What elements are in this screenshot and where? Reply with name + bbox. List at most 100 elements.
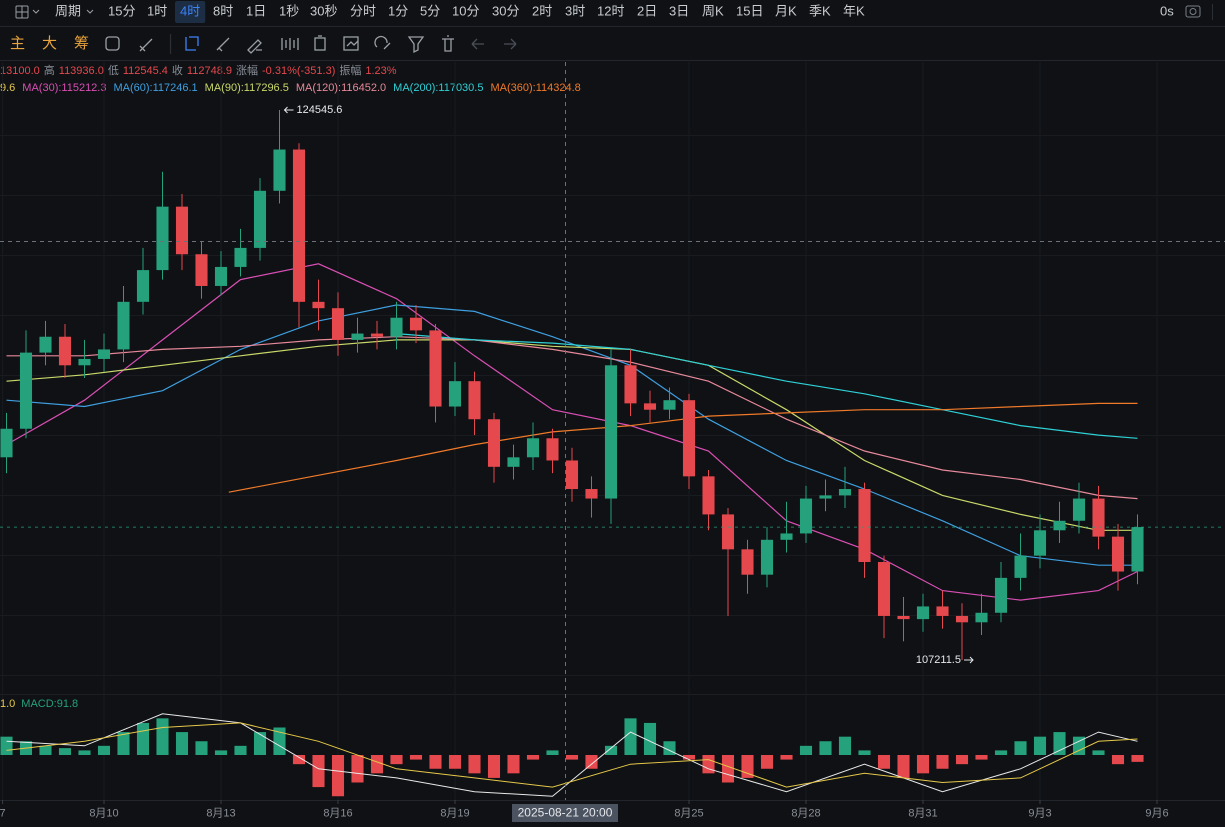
candle-body [643, 403, 657, 410]
moving-average-line [6, 304, 1138, 566]
period-option[interactable]: 12时 [597, 3, 624, 18]
macd-bar [994, 750, 1008, 755]
ohlc-field: 112748.9 [187, 65, 232, 77]
period-option[interactable]: 周K [702, 3, 724, 18]
macd-bar [1111, 755, 1125, 765]
indicator-toggle[interactable]: 筹 [74, 35, 89, 52]
macd-bar [702, 755, 715, 774]
x-tick-label: 8月28 [791, 807, 820, 819]
candle-body [292, 149, 306, 302]
x-tick-label: 8月31 [908, 807, 937, 819]
ohlc-field: 收 [172, 63, 183, 77]
candle-body [507, 457, 520, 467]
x-tick-label: 8月25 [674, 807, 703, 819]
candle-body [682, 400, 696, 477]
macd-bar [546, 750, 559, 755]
indicator-list: 主大筹 [10, 35, 89, 52]
ma-legend-item: MA(120):116452.0 [296, 82, 386, 94]
camera-icon[interactable] [1185, 5, 1201, 18]
period-option[interactable]: 季K [809, 3, 831, 18]
period-option[interactable]: 年K [843, 3, 865, 18]
macd-bar [331, 755, 345, 797]
period-option[interactable]: 8时 [213, 3, 233, 18]
tool-icons[interactable] [105, 34, 517, 54]
candle-body [721, 514, 735, 550]
ma-legend-item: 9.6 [0, 82, 15, 94]
period-option[interactable]: 月K [775, 3, 797, 18]
candle-body [526, 438, 540, 458]
macd-bar [351, 755, 364, 783]
macd-bar [799, 745, 813, 755]
ohlc-field: 1.23% [365, 65, 396, 77]
macd-bar [234, 745, 247, 755]
candle-body [19, 352, 33, 429]
period-option[interactable]: 分时 [350, 3, 376, 18]
macd-bar [429, 755, 442, 769]
ohlc-field: 低 [108, 64, 119, 77]
macd-line [6, 722, 1138, 788]
period-menu[interactable]: 周期 [55, 3, 81, 18]
macd-bar [390, 755, 403, 765]
period-selected-bg [175, 1, 206, 23]
ohlc-field: -0.31%(-351.3) [262, 65, 335, 77]
high-annotation: 124545.6 [296, 104, 342, 116]
ohlc-field: 高 [44, 63, 55, 77]
macd-bar [0, 736, 13, 755]
macd-bar [1131, 755, 1144, 762]
macd-bar [604, 745, 618, 755]
period-option[interactable]: 1日 [246, 3, 266, 18]
period-option[interactable]: 30秒 [310, 3, 337, 18]
layout-icon[interactable] [15, 5, 40, 19]
candle-body [819, 495, 832, 499]
macd-bar [156, 718, 169, 755]
period-option[interactable]: 15分 [108, 3, 135, 18]
macd-bar [214, 750, 228, 755]
candle-body [936, 606, 949, 616]
moving-average-line [228, 402, 1138, 493]
period-option[interactable]: 2时 [532, 3, 552, 18]
macd-bar [721, 755, 735, 783]
period-option[interactable]: 1秒 [279, 3, 299, 18]
moving-average-line [6, 339, 1138, 531]
period-option[interactable]: 3时 [565, 3, 585, 18]
period-option[interactable]: 15日 [736, 3, 763, 18]
period-option[interactable]: 5分 [420, 3, 440, 18]
macd-bar [643, 722, 657, 755]
arrow [964, 656, 974, 664]
candle-body [468, 381, 481, 420]
crosshair-label-box [512, 804, 618, 822]
period-option[interactable]: 4时 [180, 3, 200, 18]
candle-body [780, 533, 793, 540]
candle-body [175, 206, 189, 255]
ohlc-field: 13100.0 [0, 65, 40, 77]
macd-bar [409, 755, 423, 760]
plot: 124545.6 107211.5 [0, 104, 1225, 666]
ma-legend-item: MA(360):114324.8 [490, 82, 580, 94]
period-option[interactable]: 1时 [147, 3, 167, 18]
period-option[interactable]: 10分 [452, 3, 479, 18]
period-option[interactable]: 1分 [388, 3, 408, 18]
indicator-toggle[interactable]: 大 [42, 35, 57, 52]
candle-body [702, 476, 715, 515]
candle-body [273, 149, 286, 191]
macd-bar [97, 745, 111, 755]
candle-body [97, 349, 111, 359]
period-option[interactable]: 2日 [637, 3, 657, 18]
candle-body [331, 308, 345, 340]
period-option[interactable]: 3日 [669, 3, 689, 18]
macd-bar [1092, 750, 1105, 755]
info-row: 13100.0 高 113936.0 低 112545.4 收 112748.9 涨幅 -0.3… [0, 63, 397, 77]
candle-body [156, 206, 169, 271]
ohlc-field: 112545.4 [123, 65, 168, 77]
candle-body [136, 270, 150, 302]
period-option[interactable]: 30分 [492, 3, 519, 18]
indicator-toggle[interactable]: 主 [10, 35, 25, 52]
x-tick-label: 9月3 [1028, 807, 1051, 819]
x-tick-label: 8月19 [440, 807, 469, 819]
candle-body [351, 333, 364, 340]
timer: 0s [1160, 3, 1174, 18]
macd-bar [487, 755, 501, 778]
macd-bar [838, 736, 852, 755]
macd-legend-item: MACD:91.8 [21, 698, 78, 710]
